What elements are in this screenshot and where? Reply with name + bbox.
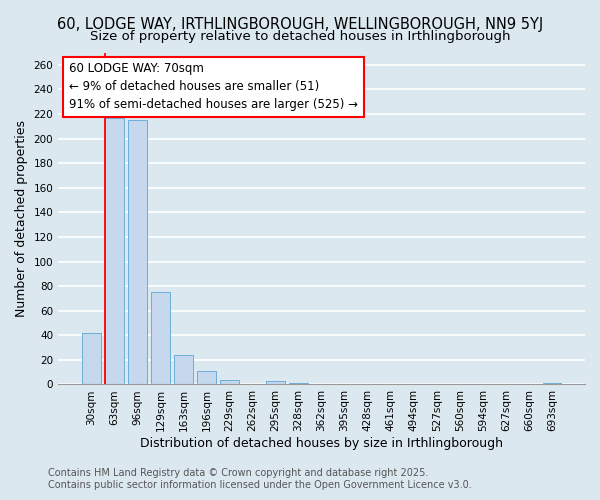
Text: 60 LODGE WAY: 70sqm
← 9% of detached houses are smaller (51)
91% of semi-detache: 60 LODGE WAY: 70sqm ← 9% of detached hou… <box>69 62 358 112</box>
X-axis label: Distribution of detached houses by size in Irthlingborough: Distribution of detached houses by size … <box>140 437 503 450</box>
Bar <box>220 380 239 384</box>
Bar <box>151 292 170 384</box>
Bar <box>542 383 561 384</box>
Bar <box>197 371 215 384</box>
Text: 60, LODGE WAY, IRTHLINGBOROUGH, WELLINGBOROUGH, NN9 5YJ: 60, LODGE WAY, IRTHLINGBOROUGH, WELLINGB… <box>57 18 543 32</box>
Bar <box>266 381 285 384</box>
Bar <box>128 120 146 384</box>
Bar <box>82 333 101 384</box>
Bar <box>174 355 193 384</box>
Bar <box>105 118 124 384</box>
Bar <box>289 383 308 384</box>
Text: Contains HM Land Registry data © Crown copyright and database right 2025.
Contai: Contains HM Land Registry data © Crown c… <box>48 468 472 489</box>
Y-axis label: Number of detached properties: Number of detached properties <box>15 120 28 317</box>
Text: Size of property relative to detached houses in Irthlingborough: Size of property relative to detached ho… <box>90 30 510 43</box>
